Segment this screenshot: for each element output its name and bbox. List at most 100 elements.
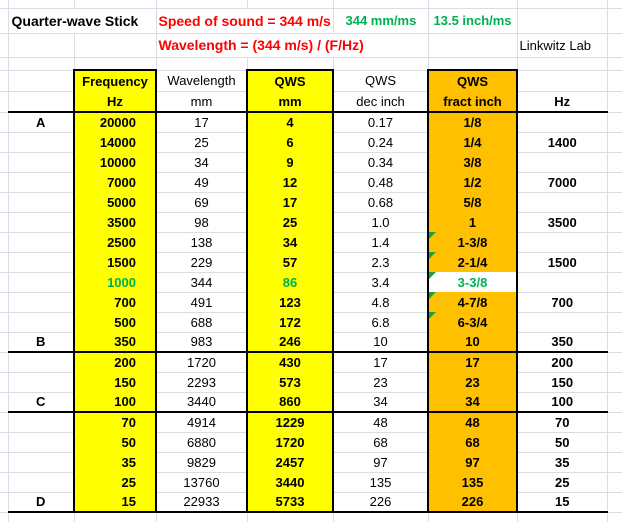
cell-frequency[interactable]: 15 <box>73 492 157 513</box>
cell-qws-mm[interactable]: 573 <box>246 372 334 392</box>
cell-blank[interactable] <box>606 69 622 92</box>
cell-wavelength[interactable]: 22933 <box>155 491 248 513</box>
cell-hz[interactable]: 50 <box>516 431 608 453</box>
cell-qws-fract-inch[interactable]: 135 <box>427 472 518 492</box>
cell-qws-mm[interactable]: 860 <box>246 392 334 413</box>
cell-frequency[interactable]: 350 <box>73 332 157 353</box>
cell-qws-dec-inch[interactable]: 135 <box>332 471 429 493</box>
cell-left-margin[interactable] <box>0 291 9 313</box>
cell-blank[interactable] <box>606 32 622 58</box>
cell-qws-mm[interactable]: 17 <box>246 192 334 212</box>
cell-row-label[interactable] <box>7 251 75 273</box>
cell-qws-fract-inch[interactable]: 10 <box>427 332 518 353</box>
cell-blank[interactable] <box>516 7 608 34</box>
cell-wavelength[interactable]: 6880 <box>155 431 248 453</box>
cell-left-margin[interactable] <box>0 351 9 373</box>
cell-hz[interactable]: 100 <box>516 391 608 413</box>
cell-qws-mm[interactable]: 1229 <box>246 412 334 432</box>
cell-left-margin[interactable] <box>0 211 9 233</box>
cell-left-margin[interactable] <box>0 411 9 433</box>
cell-blank[interactable] <box>246 511 334 522</box>
cell-row-label[interactable] <box>7 471 75 493</box>
cell-hz[interactable] <box>516 311 608 333</box>
header-qws-mm[interactable]: QWS <box>246 69 334 91</box>
cell-qws-fract-inch[interactable]: 34 <box>427 392 518 413</box>
cell-frequency[interactable]: 100 <box>73 392 157 413</box>
cell-qws-dec-inch[interactable]: 17 <box>332 351 429 373</box>
cell-row-label[interactable] <box>7 191 75 213</box>
cell-left-margin[interactable] <box>0 151 9 173</box>
header-qws-dec-inch-unit[interactable]: dec inch <box>332 90 429 113</box>
cell-left-margin[interactable] <box>0 491 9 513</box>
cell-hz[interactable]: 70 <box>516 411 608 433</box>
cell-wavelength[interactable]: 49 <box>155 171 248 193</box>
cell-row-label[interactable] <box>7 271 75 293</box>
cell-row-label[interactable]: A <box>7 111 75 133</box>
cell-wavelength[interactable]: 13760 <box>155 471 248 493</box>
cell-frequency[interactable]: 200 <box>73 352 157 372</box>
cell-frequency[interactable]: 2500 <box>73 232 157 252</box>
cell-frequency[interactable]: 500 <box>73 312 157 332</box>
cell-frequency[interactable]: 1500 <box>73 252 157 272</box>
cell-qws-dec-inch[interactable]: 48 <box>332 411 429 433</box>
cell-right-margin[interactable] <box>606 131 622 153</box>
cell-blank[interactable] <box>73 32 157 58</box>
cell-blank[interactable] <box>516 56 608 71</box>
cell-qws-dec-inch[interactable]: 0.68 <box>332 191 429 213</box>
cell-hz[interactable]: 200 <box>516 351 608 373</box>
cell-right-margin[interactable] <box>606 111 622 133</box>
cell-right-margin[interactable] <box>606 251 622 273</box>
cell-wavelength[interactable]: 491 <box>155 291 248 313</box>
cell-hz[interactable] <box>516 151 608 173</box>
cell-qws-mm[interactable]: 9 <box>246 152 334 172</box>
cell-wavelength[interactable]: 1720 <box>155 351 248 373</box>
cell-blank[interactable] <box>516 69 608 92</box>
cell-frequency[interactable]: 5000 <box>73 192 157 212</box>
cell-qws-mm[interactable]: 12 <box>246 172 334 192</box>
cell-frequency[interactable]: 10000 <box>73 152 157 172</box>
sheet-title[interactable]: Quarter-wave Stick <box>7 7 157 34</box>
cell-qws-fract-inch[interactable]: 48 <box>427 412 518 432</box>
cell-blank[interactable] <box>516 0 608 9</box>
cell-hz[interactable]: 15 <box>516 491 608 513</box>
cell-qws-dec-inch[interactable]: 1.0 <box>332 211 429 233</box>
cell-qws-dec-inch[interactable]: 6.8 <box>332 311 429 333</box>
cell-blank[interactable] <box>0 7 9 34</box>
cell-qws-dec-inch[interactable]: 226 <box>332 491 429 513</box>
cell-frequency[interactable]: 7000 <box>73 172 157 192</box>
cell-qws-fract-inch[interactable]: 97 <box>427 452 518 472</box>
cell-blank[interactable] <box>7 0 75 9</box>
cell-left-margin[interactable] <box>0 131 9 153</box>
cell-left-margin[interactable] <box>0 171 9 193</box>
speed-inch-per-ms[interactable]: 13.5 inch/ms <box>427 7 518 34</box>
cell-qws-fract-inch[interactable]: 1 <box>427 212 518 232</box>
cell-qws-fract-inch[interactable]: 68 <box>427 432 518 452</box>
cell-frequency[interactable]: 50 <box>73 432 157 452</box>
cell-row-label[interactable] <box>7 131 75 153</box>
cell-hz[interactable] <box>516 191 608 213</box>
cell-qws-dec-inch[interactable]: 0.24 <box>332 131 429 153</box>
cell-row-label[interactable] <box>7 431 75 453</box>
cell-qws-fract-inch[interactable]: 3-3/8 <box>427 272 518 292</box>
cell-right-margin[interactable] <box>606 151 622 173</box>
cell-hz[interactable] <box>516 111 608 133</box>
cell-qws-dec-inch[interactable]: 4.8 <box>332 291 429 313</box>
cell-qws-mm[interactable]: 430 <box>246 352 334 372</box>
cell-hz[interactable]: 1400 <box>516 131 608 153</box>
cell-right-margin[interactable] <box>606 351 622 373</box>
cell-qws-mm[interactable]: 25 <box>246 212 334 232</box>
cell-qws-fract-inch[interactable]: 4-7/8 <box>427 292 518 312</box>
cell-frequency[interactable]: 3500 <box>73 212 157 232</box>
cell-qws-dec-inch[interactable]: 0.48 <box>332 171 429 193</box>
cell-blank[interactable] <box>246 56 334 71</box>
cell-hz[interactable]: 7000 <box>516 171 608 193</box>
header-qws-dec-inch[interactable]: QWS <box>332 69 429 92</box>
cell-right-margin[interactable] <box>606 171 622 193</box>
cell-blank[interactable] <box>155 0 248 9</box>
cell-left-margin[interactable] <box>0 251 9 273</box>
cell-qws-dec-inch[interactable]: 34 <box>332 391 429 413</box>
cell-qws-fract-inch[interactable]: 6-3/4 <box>427 312 518 332</box>
cell-blank[interactable] <box>155 511 248 522</box>
cell-right-margin[interactable] <box>606 291 622 313</box>
cell-left-margin[interactable] <box>0 311 9 333</box>
